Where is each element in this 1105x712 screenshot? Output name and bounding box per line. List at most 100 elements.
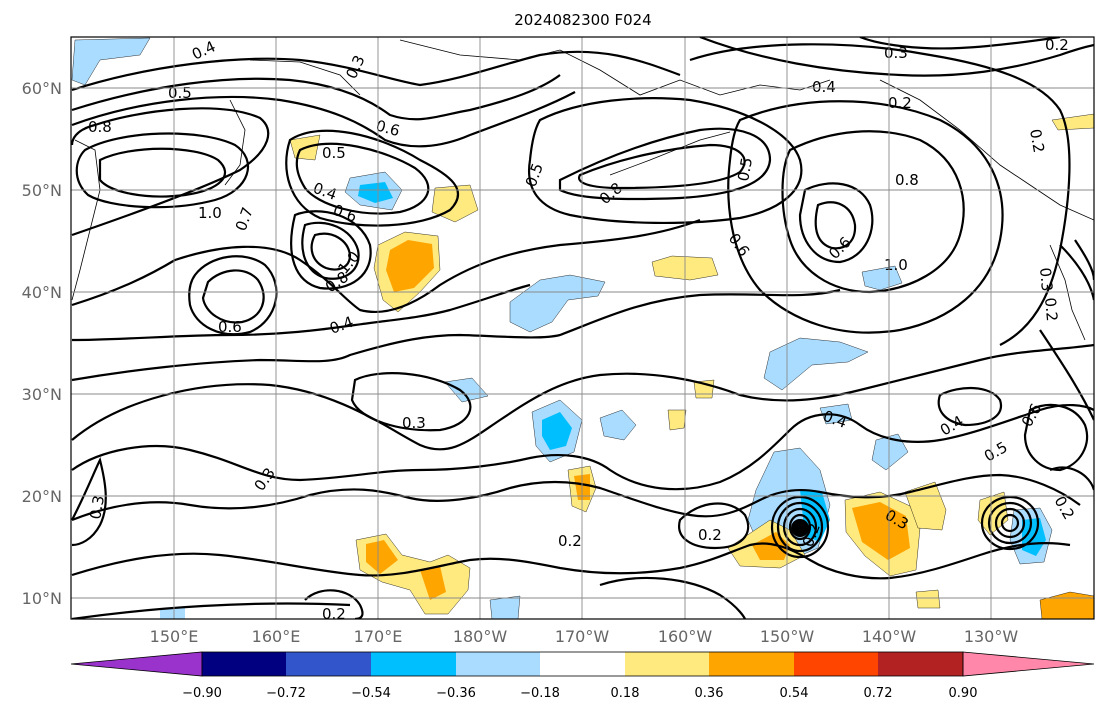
contour-line <box>1049 466 1094 491</box>
contour-line <box>1059 244 1094 301</box>
colorbar-tick-label: 0.72 <box>864 686 893 701</box>
contour-line <box>781 130 965 294</box>
contour-label: 0.3 <box>1036 267 1056 292</box>
contour-line <box>1039 329 1094 421</box>
contour-label: 0.2 <box>1045 36 1069 54</box>
contour-line <box>71 473 1081 522</box>
contour-label: 0.5 <box>168 84 192 102</box>
contour-line <box>290 210 372 290</box>
map-border <box>70 36 1095 620</box>
lat-tick-label: 50°N <box>22 181 62 200</box>
contour-line <box>699 37 1094 77</box>
shade-patch <box>366 540 398 574</box>
lat-axis: 60°N 50°N 40°N 30°N 20°N 10°N <box>22 79 62 608</box>
contour-line <box>295 142 430 215</box>
colorbar-tick-label: 0.36 <box>695 686 724 701</box>
contour-line <box>75 132 250 209</box>
cyclone-contour <box>980 495 1040 551</box>
contour-layer <box>71 37 1094 619</box>
contour-line <box>71 218 701 314</box>
cyclone-contour <box>1000 513 1020 533</box>
contour-line <box>859 37 1061 50</box>
coastline <box>71 139 101 301</box>
lon-tick-label: 160°E <box>252 627 301 646</box>
shade-patch <box>1051 113 1094 131</box>
contour-line <box>1023 403 1089 472</box>
contour-label: 0.2 <box>1041 297 1061 322</box>
cyclone-contour <box>994 507 1026 539</box>
colorbar-segment <box>709 652 794 676</box>
lon-tick-label: 130°W <box>964 627 1019 646</box>
lon-tick-label: 150°E <box>150 627 199 646</box>
shade-patch <box>420 566 446 600</box>
shade-patch <box>358 182 393 203</box>
cyclone-contour <box>776 501 824 553</box>
shade-patch <box>915 589 941 609</box>
contour-line <box>678 502 750 550</box>
colorbar-frame <box>201 651 964 677</box>
lon-tick-label: 170°E <box>354 627 403 646</box>
contour-line <box>577 143 746 190</box>
lon-tick-label: 140°W <box>862 627 917 646</box>
shade-patch <box>489 595 521 619</box>
contour-line <box>527 97 803 225</box>
contour-label: 0.5 <box>322 144 346 162</box>
contour-line <box>71 283 531 342</box>
contour-line <box>689 43 1071 346</box>
shade-patch <box>386 240 434 292</box>
contour-line <box>599 576 747 619</box>
contour-label: 0.3 <box>86 494 108 521</box>
lat-tick-label: 10°N <box>22 589 62 608</box>
cyclone-contour <box>770 495 830 559</box>
contour-line <box>350 372 472 432</box>
lat-tick-label: 60°N <box>22 79 62 98</box>
contour-line <box>798 182 874 264</box>
colorbar-segment <box>456 652 540 676</box>
cyclone-contour <box>987 501 1033 545</box>
contour-line <box>814 201 857 250</box>
contour-line <box>71 456 107 547</box>
contour-label: 0.5 <box>734 156 756 183</box>
contour-label: 0.2 <box>558 532 582 550</box>
colorbar-tick-label: 0.90 <box>949 686 978 701</box>
contour-line <box>188 255 278 336</box>
shade-patch <box>904 481 947 531</box>
colorbar-segment <box>878 652 963 676</box>
contour-label: 0.3 <box>402 414 426 432</box>
contour-line <box>71 404 1094 491</box>
cyclone-center <box>791 519 809 537</box>
lat-tick-label: 20°N <box>22 487 62 506</box>
colorbar-segment <box>202 652 286 676</box>
contour-line <box>71 91 576 148</box>
colorbar-tick-label: 0.18 <box>611 686 640 701</box>
shade-patch <box>763 337 869 391</box>
colorbar-extend-low <box>70 651 203 677</box>
shade-patch <box>1039 591 1094 619</box>
colorbar-segment <box>286 652 371 676</box>
coastline-layer <box>71 39 1094 341</box>
shade-patch <box>599 409 637 441</box>
contour-line <box>301 221 360 280</box>
coastline <box>879 79 1094 221</box>
contour-line <box>285 129 460 227</box>
colorbar-segment <box>371 652 456 676</box>
contour-line <box>71 602 351 619</box>
colorbar-segment <box>625 652 709 676</box>
contour-line <box>71 541 1071 580</box>
shade-patch <box>667 409 687 431</box>
contour-line <box>310 232 352 271</box>
contour-label: 0.6 <box>218 318 242 336</box>
coastline <box>399 39 831 96</box>
lat-tick-label: 40°N <box>22 283 62 302</box>
contour-line <box>558 127 772 201</box>
contour-line <box>727 100 1004 334</box>
shade-patch <box>509 274 606 333</box>
contour-line <box>98 147 226 198</box>
shade-patch <box>542 412 572 450</box>
contour-label: 0.2 <box>1026 128 1048 155</box>
shade-patch <box>861 265 903 291</box>
cyclone-contour <box>782 507 818 547</box>
contour-label: 1.0 <box>198 204 222 222</box>
colorbar-segment <box>794 652 878 676</box>
